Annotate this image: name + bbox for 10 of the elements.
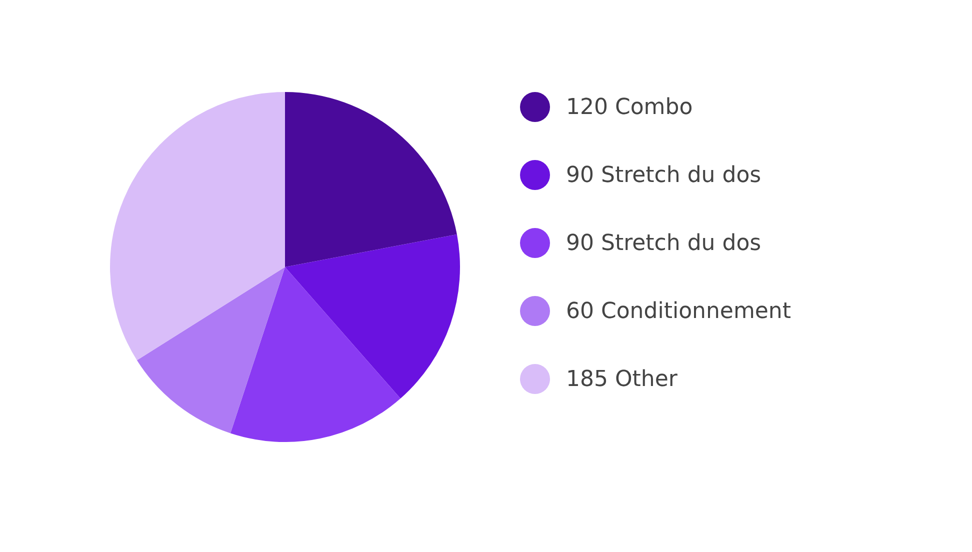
pie-slice	[285, 92, 457, 267]
pie-slice	[136, 267, 285, 434]
pie-slice	[285, 234, 460, 399]
legend-label: 185 Other	[566, 367, 678, 392]
legend-label: 90 Stretch du dos	[566, 163, 762, 188]
legend-label: 60 Conditionnement	[566, 299, 792, 324]
legend-label: 90 Stretch du dos	[566, 231, 762, 256]
pie-slice	[230, 267, 400, 442]
pie-slice	[110, 92, 285, 360]
legend-label: 120 Combo	[566, 95, 693, 120]
